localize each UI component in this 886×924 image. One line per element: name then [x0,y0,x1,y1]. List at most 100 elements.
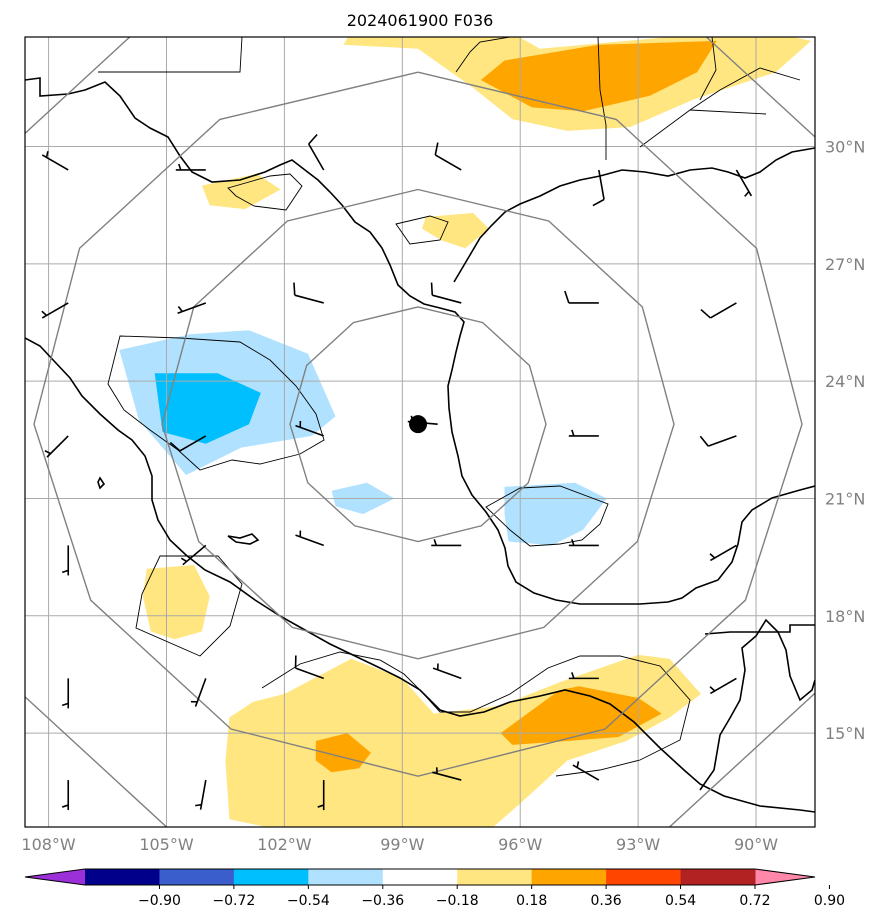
barb-half-flag [571,539,575,546]
colorbar: −0.90 −0.72 −0.54 −0.36 −0.18 0.18 0.36 0.54 0.7… [24,868,845,909]
x-tick-label: 90°W [734,835,778,854]
wind-barb [195,779,207,810]
wind-barb [431,539,462,547]
chart-title: 2024061900 F036 [347,11,494,30]
wind-barb [61,780,70,811]
wind-barb [434,142,462,171]
wind-barb [430,282,462,304]
colorbar-swatch [531,869,607,885]
wind-barbs [41,133,753,811]
colorbar-tick-label: 0.54 [665,893,696,909]
anomaly-region-west-neg-core [154,373,261,444]
colorbar-tick-label: −0.72 [212,893,255,909]
wind-barb [432,767,462,781]
x-tick-label: 96°W [498,835,542,854]
wind-barb [41,302,69,319]
barb-shaft [294,294,324,304]
colorbar-outline [24,868,816,886]
wind-barb [175,163,206,171]
barb-half-flag [433,539,438,546]
anomaly-fills [119,37,812,827]
barb-half-flag [744,191,750,197]
colorbar-swatch [680,869,756,885]
barb-half-flag [61,702,69,707]
colorbar-swatch [233,869,309,885]
barb-half-flag [576,761,580,768]
barb-half-flag [178,163,182,171]
anomaly-region-sw-pos [142,565,210,640]
graticule [25,37,815,827]
anomaly-region-tx-pos [201,173,281,210]
y-tick-label: 24°N [825,372,865,391]
wind-barb [61,678,70,709]
colorbar-swatch [159,869,235,885]
x-tick-label: 108°W [21,835,76,854]
anomaly-region-south-pos-core-w [315,733,371,773]
range-ring [289,306,547,543]
y-tick-label: 21°N [825,489,865,508]
wind-barb [180,544,207,566]
barb-shaft [707,435,737,447]
storm-center-marker [409,415,428,434]
barb-flag [430,282,434,296]
barb-half-flag [177,306,183,312]
colorbar-tick-label: 0.18 [516,893,547,909]
barb-flag [700,308,711,319]
plot-frame [24,36,816,828]
barb-half-flag [41,310,48,317]
wind-barb [709,677,737,695]
x-axis-ticks: 108°W 105°W 102°W 99°W 96°W 93°W 90°W [21,835,778,854]
wind-barb [295,530,324,547]
barb-half-flag [44,450,51,455]
barb-shaft [432,771,462,781]
barb-half-flag [317,804,324,808]
colorbar-swatch [85,869,160,885]
y-tick-label: 27°N [825,255,865,274]
barb-shaft [598,169,605,200]
barb-half-flag [709,686,716,692]
wind-barb [700,302,737,319]
wind-barb [294,655,324,680]
barb-flag [564,290,570,304]
wind-barb [572,761,600,781]
x-tick-label: 105°W [139,835,194,854]
x-tick-label: 99°W [380,835,424,854]
colorbar-tick-label: −0.54 [287,893,330,909]
colorbar-tick-label: −0.18 [436,893,479,909]
wind-barb [699,435,737,447]
y-tick-label: 15°N [825,724,865,743]
barb-flag [434,142,439,156]
colorbar-swatch [457,869,533,885]
barb-flag [699,435,709,447]
colorbar-swatch [606,869,682,885]
x-tick-label: 102°W [257,835,312,854]
colorbar-extend-min [25,869,85,885]
wind-barb [169,435,207,452]
anomaly-region-north-pos-core [480,40,717,112]
barb-shaft [308,143,325,171]
coastline [25,77,815,813]
colorbar-tick-label: 0.36 [591,893,622,909]
colorbar-tick-label: −0.90 [138,893,181,909]
barb-half-flag [571,429,575,437]
barb-shaft [179,435,207,452]
barb-flag [293,282,296,296]
barb-flag [592,198,605,207]
barb-half-flag [709,553,716,559]
colorbar-extend-max [755,869,815,885]
barb-flag [308,133,318,145]
anomaly-region-gulf-coast-pos [422,213,489,249]
barb-shaft [710,302,737,319]
barb-half-flag [180,557,188,563]
wind-barb [317,780,325,811]
state-borders [98,37,801,777]
colorbar-tick-label: 0.90 [814,893,845,909]
wind-barb [44,435,69,458]
wind-barb [592,169,605,207]
wind-barb [735,169,753,197]
barb-half-flag [195,803,202,807]
barb-shaft [710,544,737,562]
colorbar-tick-label: −0.36 [361,893,404,909]
wind-barb [709,544,737,562]
wind-barb [293,282,324,304]
